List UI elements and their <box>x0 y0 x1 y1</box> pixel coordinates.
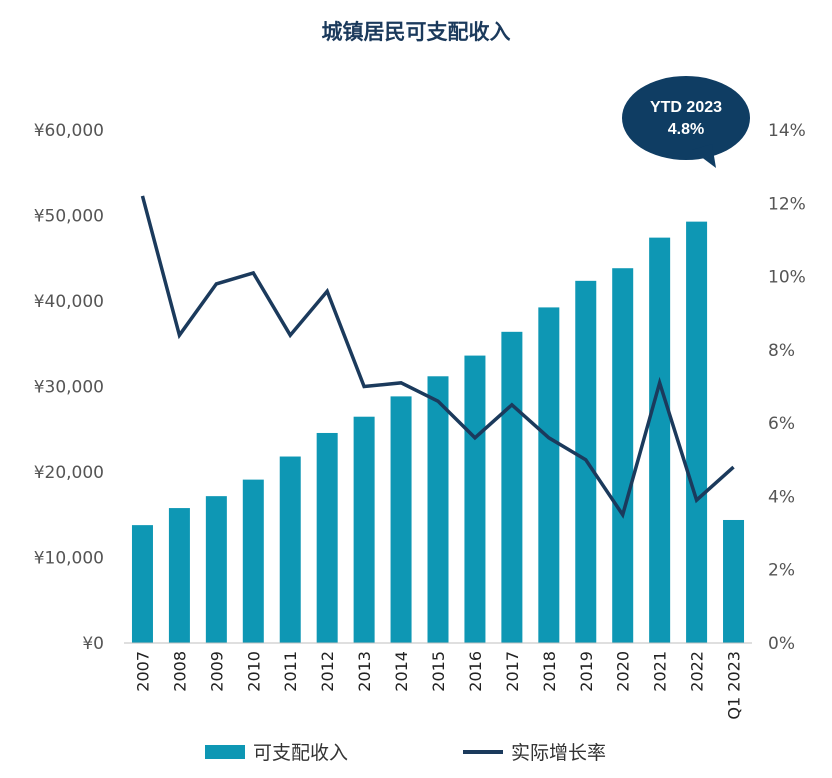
x-tick-label: 2013 <box>355 651 374 692</box>
bar-2012 <box>316 432 338 643</box>
bar-2022 <box>686 221 708 643</box>
x-tick-label: 2009 <box>207 651 226 692</box>
legend-item-line: 实际增长率 <box>463 738 606 765</box>
left-tick-label: ¥40,000 <box>34 292 104 312</box>
legend-swatch-bar <box>205 744 245 759</box>
x-tick-label: Q1 2023 <box>725 651 744 720</box>
left-tick-label: ¥60,000 <box>34 121 104 141</box>
right-tick-label: 12% <box>768 194 806 214</box>
bar-2014 <box>390 396 412 643</box>
bar-2021 <box>649 237 671 644</box>
x-tick-label: 2016 <box>466 651 485 692</box>
chart-title: 城镇居民可支配收入 <box>321 20 511 44</box>
left-tick-label: ¥0 <box>82 634 104 654</box>
left-tick-label: ¥20,000 <box>34 463 104 483</box>
x-tick-label: 2022 <box>688 651 707 692</box>
x-tick-label: 2015 <box>429 651 448 692</box>
x-tick-label: 2012 <box>318 651 337 692</box>
right-tick-label: 6% <box>768 414 795 434</box>
legend-item-bars: 可支配收入 <box>205 738 348 765</box>
left-tick-label: ¥10,000 <box>34 549 104 569</box>
x-tick-label: 2021 <box>651 651 670 692</box>
right-tick-label: 4% <box>768 487 795 507</box>
right-tick-label: 10% <box>768 268 806 288</box>
bar-series <box>131 221 745 644</box>
callout-value: 4.8% <box>668 121 704 138</box>
legend-swatch-line <box>463 749 503 754</box>
x-tick-label: 2018 <box>540 651 559 692</box>
x-tick-label: 2020 <box>614 651 633 692</box>
left-axis-ticks: ¥0 ¥10,000 ¥20,000 ¥30,000 ¥40,000 ¥50,000 ¥60… <box>34 121 104 654</box>
left-tick-label: ¥50,000 <box>34 207 104 227</box>
bar-2007 <box>131 525 153 643</box>
x-tick-label: 2011 <box>281 651 300 692</box>
right-tick-label: 8% <box>768 341 795 361</box>
left-tick-label: ¥30,000 <box>34 378 104 398</box>
bar-q1-2023 <box>723 519 745 643</box>
bar-2015 <box>427 376 449 643</box>
legend: 可支配收入 实际增长率 <box>0 738 832 768</box>
line-series <box>140 195 735 519</box>
chart-canvas: ¥0 ¥10,000 ¥20,000 ¥30,000 ¥40,000 ¥50,000 ¥60… <box>34 76 806 720</box>
bar-2009 <box>205 496 227 643</box>
right-tick-label: 14% <box>768 121 806 141</box>
bar-2013 <box>353 416 375 643</box>
x-tick-label: 2010 <box>244 651 263 692</box>
x-tick-label: 2008 <box>170 651 189 692</box>
bar-2008 <box>168 508 190 643</box>
legend-label-bars: 可支配收入 <box>253 742 349 764</box>
bar-2011 <box>279 456 301 643</box>
right-tick-label: 0% <box>768 634 795 654</box>
bar-2018 <box>538 307 560 643</box>
right-axis-ticks: 0% 2% 4% 6% 8% 10% 12% 14% <box>768 121 806 654</box>
bar-2017 <box>501 331 523 643</box>
ytd-callout-bubble: YTD 2023 4.8% <box>622 76 750 168</box>
growth-rate-line <box>140 195 735 519</box>
x-tick-label: 2014 <box>392 651 411 692</box>
x-tick-label: 2019 <box>577 651 596 692</box>
bar-2016 <box>464 355 486 643</box>
x-tick-label: 2007 <box>133 651 152 692</box>
bar-2020 <box>612 268 634 643</box>
legend-label-line: 实际增长率 <box>511 742 607 764</box>
callout-title: YTD 2023 <box>650 99 722 116</box>
x-tick-label: 2017 <box>503 651 522 692</box>
x-axis-ticks: 2007 2008 2009 2010 2011 2012 2013 2014 2015 2016… <box>133 651 743 720</box>
bar-2010 <box>242 479 264 643</box>
right-tick-label: 2% <box>768 561 795 581</box>
